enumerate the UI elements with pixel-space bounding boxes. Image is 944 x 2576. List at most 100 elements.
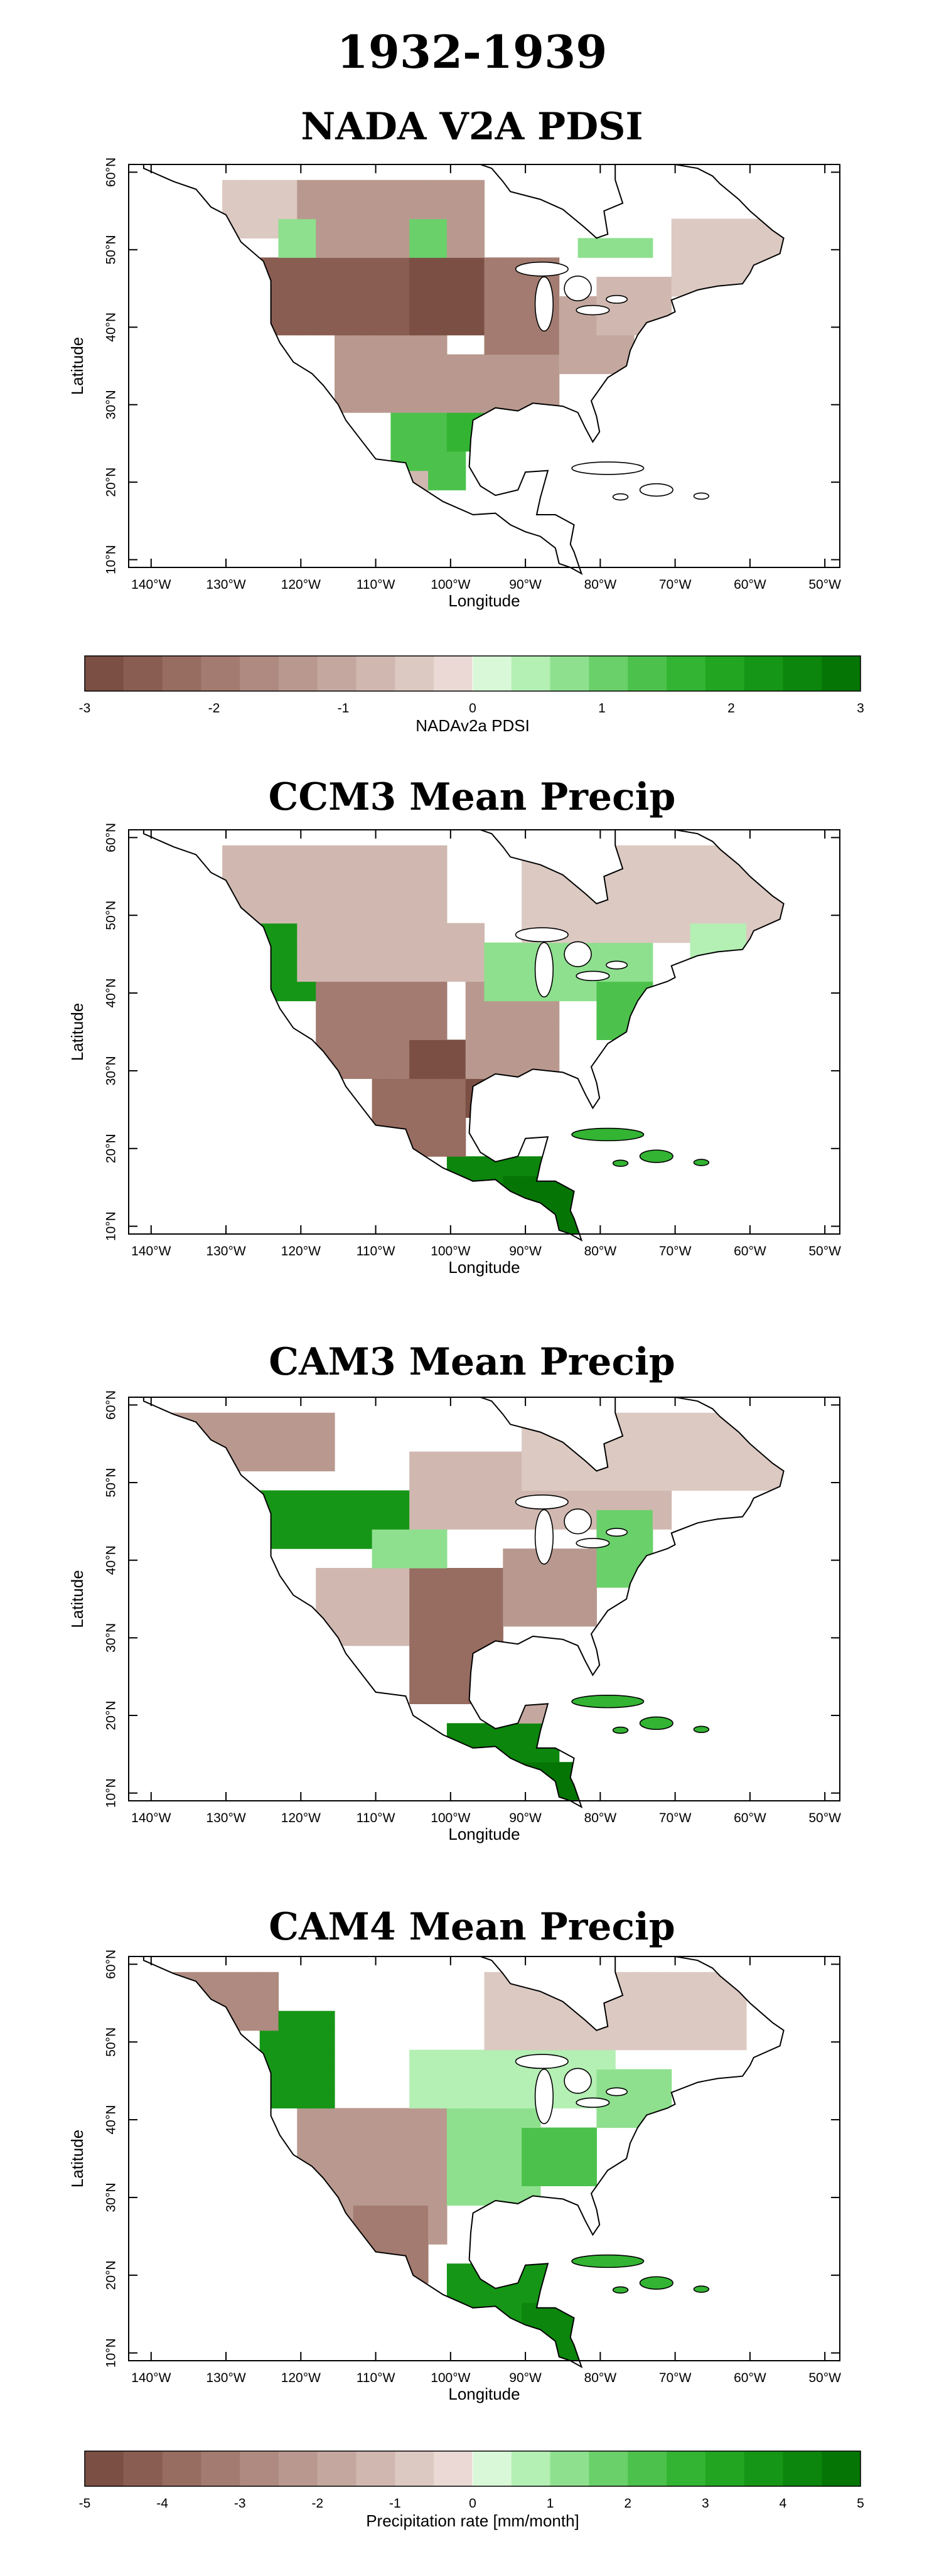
grid-cell	[147, 2010, 167, 2031]
grid-cell	[484, 1059, 503, 1079]
grid-cell	[709, 238, 728, 258]
plot-frame	[128, 829, 840, 1235]
colorbar-swatch	[240, 656, 279, 691]
y-tick-label: 20°N	[104, 1701, 119, 1731]
grid-cell	[390, 1078, 410, 1098]
island-outline	[612, 1726, 629, 1734]
grid-cell	[746, 1412, 766, 1433]
grid-cell	[353, 393, 373, 413]
grid-cell	[372, 315, 391, 336]
grid-cell	[596, 864, 616, 885]
grid-cell	[428, 2049, 448, 2070]
grid-cell	[353, 2166, 373, 2186]
grid-cell	[652, 2030, 672, 2051]
grid-cell	[615, 277, 635, 297]
grid-cell	[390, 1020, 410, 1040]
grid-cell	[596, 1548, 616, 1569]
grid-cell	[372, 1606, 391, 1627]
grid-cell	[522, 1215, 541, 1235]
grid-cell	[446, 1587, 466, 1607]
grid-cell	[240, 1991, 260, 2012]
grid-cell	[727, 277, 747, 297]
grid-cell	[390, 1059, 410, 1079]
grid-cell	[372, 1626, 391, 1646]
grid-cell	[652, 884, 672, 904]
grid-cell	[540, 1412, 560, 1433]
colorbar-tick-label: -1	[338, 701, 350, 716]
grid-cell	[671, 1451, 691, 1472]
x-axis-label: Longitude	[448, 1825, 520, 1843]
grid-cell	[596, 1432, 616, 1452]
grid-cell	[278, 2030, 298, 2051]
grid-cell	[596, 903, 616, 924]
grid-cell	[465, 296, 485, 316]
grid-cell	[259, 1432, 279, 1452]
grid-cell	[185, 2010, 204, 2031]
x-tick-label: 130°W	[206, 577, 245, 592]
grid-cell	[615, 1568, 635, 1588]
colorbar-swatch	[434, 2451, 473, 2486]
grid-cell	[409, 393, 429, 413]
grid-cell	[428, 1137, 448, 1157]
grid-cell	[428, 1684, 448, 1704]
colorbar-swatch	[85, 656, 124, 691]
grid-cell	[484, 315, 503, 336]
grid-cell	[297, 1490, 316, 1510]
colorbar-swatch	[317, 2451, 357, 2486]
grid-cell	[559, 1972, 579, 1992]
grid-cell	[596, 1156, 616, 1176]
grid-cell	[390, 845, 410, 866]
grid-cell	[503, 1195, 522, 1215]
grid-cell	[409, 490, 429, 510]
grid-cell	[278, 1432, 298, 1452]
grid-cell	[409, 845, 429, 866]
grid-cell	[390, 1587, 410, 1607]
x-tick-label: 80°W	[584, 577, 617, 592]
grid-cell	[615, 1991, 635, 2012]
grid-cell	[559, 884, 579, 904]
grid-cell	[746, 845, 766, 866]
colorbar-label: NADAv2a PDSI	[416, 716, 530, 735]
grid-cell	[353, 1510, 373, 1530]
grid-cell	[577, 923, 597, 943]
grid-cell	[147, 1972, 167, 1992]
grid-cell	[259, 1972, 279, 1992]
grid-cell	[297, 1510, 316, 1530]
grid-cell	[727, 2010, 747, 2031]
grid-cell	[577, 1156, 597, 1176]
grid-cell	[465, 238, 485, 258]
grid-cell	[203, 2010, 223, 2031]
lake-outline	[606, 294, 628, 304]
y-tick-label: 40°N	[104, 1545, 119, 1575]
grid-cell	[316, 238, 335, 258]
grid-cell	[465, 1039, 485, 1060]
grid-cell	[297, 981, 316, 1002]
grid-cell	[503, 2108, 522, 2128]
grid-cell	[465, 2108, 485, 2128]
grid-cell	[428, 1471, 448, 1491]
x-tick-label: 90°W	[509, 1244, 542, 1258]
grid-cell	[316, 199, 335, 220]
grid-cell	[446, 2088, 466, 2109]
lake-outline	[564, 2068, 592, 2094]
grid-cell	[446, 470, 466, 491]
grid-cell	[596, 2030, 616, 2051]
grid-cell	[465, 1059, 485, 1079]
lake-outline	[534, 1509, 554, 1565]
grid-cell	[390, 1568, 410, 1588]
grid-cell	[166, 1451, 185, 1472]
grid-cell	[634, 1972, 653, 1992]
grid-cell	[484, 1176, 503, 1196]
grid-cell	[522, 1432, 541, 1452]
grid-cell	[540, 1156, 560, 1176]
grid-cell	[353, 864, 373, 885]
grid-cell	[390, 1529, 410, 1549]
grid-cell	[503, 1684, 522, 1704]
grid-cell	[335, 180, 354, 200]
grid-cell	[484, 2049, 503, 2070]
grid-cell	[652, 296, 672, 316]
lake-outline	[606, 2087, 628, 2096]
grid-cell	[316, 981, 335, 1002]
grid-cell	[428, 257, 448, 277]
grid-cell	[222, 1972, 242, 1992]
